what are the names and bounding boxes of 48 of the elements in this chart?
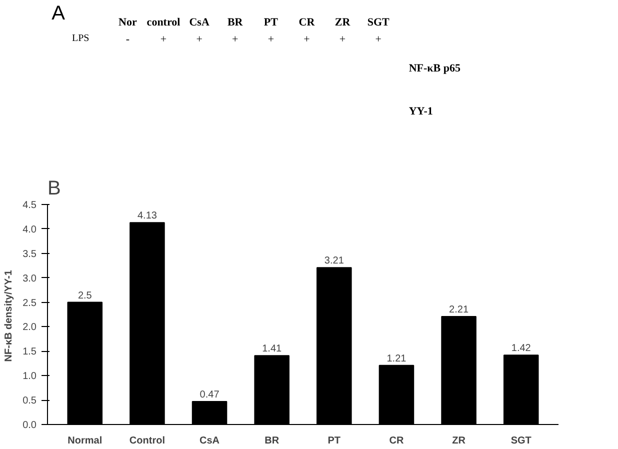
text: A [52, 2, 66, 24]
text: + [160, 34, 167, 46]
data-label: 1.41 [262, 344, 282, 355]
y-tick-label: 4.0 [22, 224, 37, 236]
text: + [304, 34, 310, 46]
data-label: 4.13 [137, 210, 158, 222]
data-label: 0.47 [200, 390, 220, 401]
y-tick-label: 4.5 [22, 200, 37, 211]
x-tick-label: ZR [452, 436, 466, 446]
x-tick-label: SGT [510, 436, 532, 446]
text: + [339, 34, 346, 46]
category-label: Nor [118, 16, 137, 28]
y-tick-label: 2.5 [22, 298, 37, 309]
category-label: control [146, 16, 180, 28]
text: + [232, 34, 238, 46]
x-tick-label: BR [264, 436, 280, 446]
x-tick-label: CR [389, 436, 404, 446]
y-tick-label: 1.0 [22, 371, 37, 382]
data-label: 3.21 [324, 256, 344, 267]
chart-title: B [48, 178, 61, 200]
y-tick-label: 1.5 [22, 346, 37, 358]
category-label: BR [227, 16, 244, 28]
y-tick-label: 0.0 [22, 420, 37, 431]
category-label: CR [298, 16, 316, 28]
y-axis-title: NF-κB density/YY-1 [4, 270, 15, 362]
text: LPS [72, 33, 90, 44]
x-tick-label: CsA [200, 436, 220, 446]
y-tick-label: 3.5 [22, 248, 37, 260]
x-tick-label: Control [129, 436, 166, 446]
category-label: PT [264, 16, 279, 28]
y-tick-label: 3.0 [22, 273, 37, 284]
text: NF-κB p65 [408, 62, 461, 74]
text: + [268, 34, 274, 46]
x-tick-label: Normal [68, 436, 102, 446]
text: - [126, 34, 130, 46]
y-tick-label: 2.0 [22, 322, 37, 334]
y-tick-label: 0.5 [22, 396, 37, 407]
text: YY-1 [408, 106, 433, 118]
data-label: 1.21 [386, 353, 407, 364]
category-label: ZR [334, 16, 352, 28]
text: + [196, 34, 202, 46]
data-label: 1.42 [511, 343, 532, 354]
category-label: SGT [367, 16, 390, 28]
x-tick-label: PT [328, 436, 341, 446]
category-label: CsA [189, 16, 210, 28]
text: + [375, 34, 382, 46]
data-label: 2.5 [78, 290, 92, 302]
data-label: 2.21 [449, 304, 469, 316]
